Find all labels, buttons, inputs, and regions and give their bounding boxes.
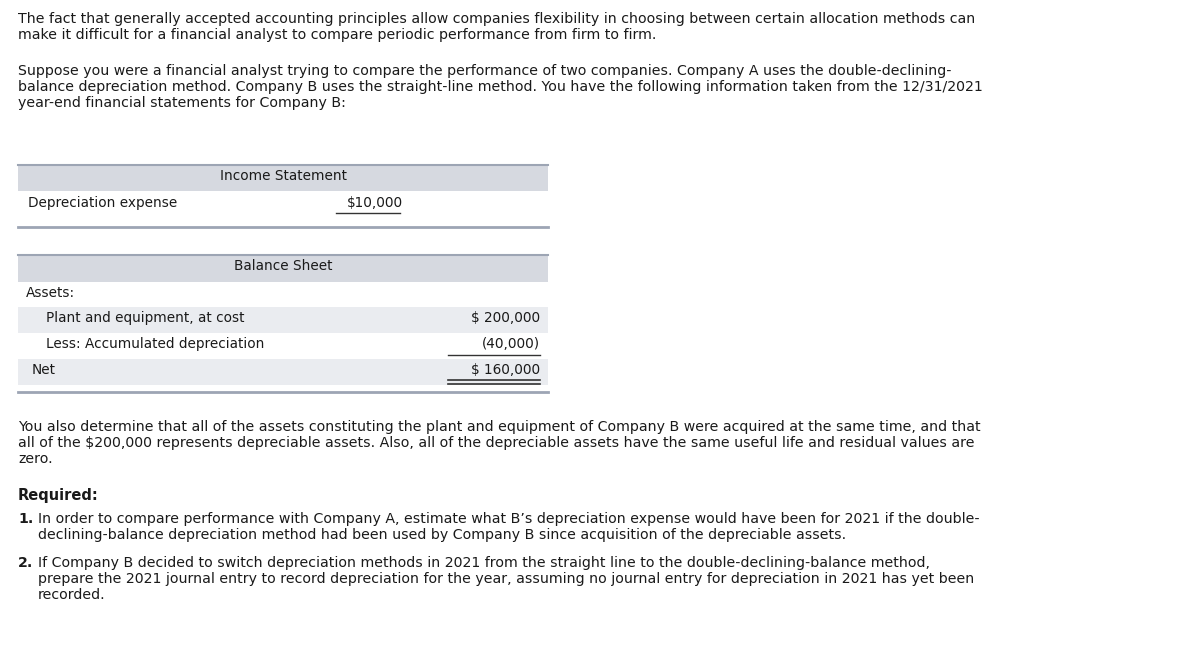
Text: Income Statement: Income Statement: [220, 169, 347, 183]
Text: If Company B decided to switch depreciation methods in 2021 from the straight li: If Company B decided to switch depreciat…: [38, 556, 974, 603]
Text: Net: Net: [32, 363, 56, 377]
Text: Balance Sheet: Balance Sheet: [234, 259, 332, 273]
Text: Plant and equipment, at cost: Plant and equipment, at cost: [46, 311, 245, 325]
Text: Required:: Required:: [18, 488, 98, 503]
Bar: [18, 359, 548, 385]
Bar: [18, 165, 548, 191]
Text: 1.: 1.: [18, 512, 34, 526]
Text: Assets:: Assets:: [26, 286, 76, 300]
Text: (40,000): (40,000): [482, 337, 540, 351]
Text: Less: Accumulated depreciation: Less: Accumulated depreciation: [46, 337, 264, 351]
Bar: [18, 191, 548, 219]
Text: Depreciation expense: Depreciation expense: [28, 196, 178, 210]
Text: The fact that generally accepted accounting principles allow companies flexibili: The fact that generally accepted account…: [18, 12, 976, 42]
Text: $ 160,000: $ 160,000: [470, 363, 540, 377]
Bar: [18, 282, 548, 307]
Text: You also determine that all of the assets constituting the plant and equipment o: You also determine that all of the asset…: [18, 420, 980, 466]
Text: 2.: 2.: [18, 556, 34, 570]
Bar: [18, 255, 548, 282]
Bar: [18, 307, 548, 333]
Bar: [18, 333, 548, 359]
Text: $ 200,000: $ 200,000: [470, 311, 540, 325]
Text: $10,000: $10,000: [347, 196, 403, 210]
Text: In order to compare performance with Company A, estimate what B’s depreciation e: In order to compare performance with Com…: [38, 512, 979, 542]
Text: Suppose you were a financial analyst trying to compare the performance of two co: Suppose you were a financial analyst try…: [18, 64, 983, 111]
